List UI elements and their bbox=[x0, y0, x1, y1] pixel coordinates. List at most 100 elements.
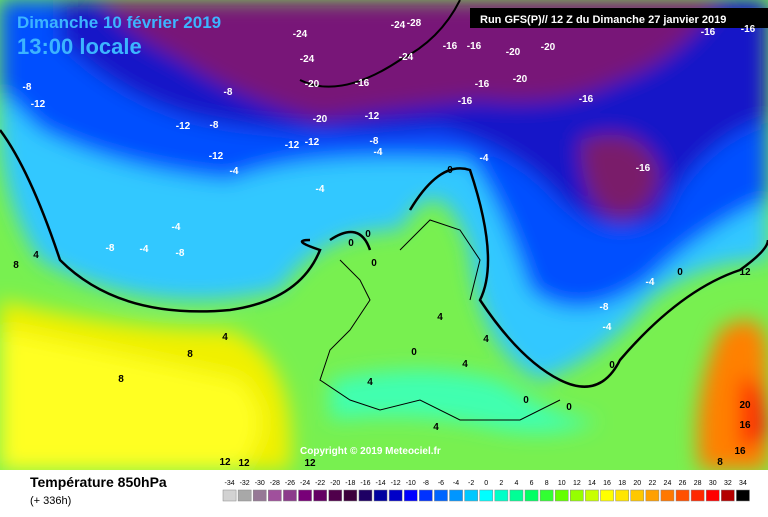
isotherm-label: -8 bbox=[600, 302, 609, 313]
isotherm-label: -12 bbox=[31, 99, 46, 110]
scale-swatch bbox=[313, 489, 327, 502]
isotherm-label: -24 bbox=[293, 29, 308, 40]
isotherm-label: -4 bbox=[603, 322, 612, 333]
isotherm-label: -8 bbox=[106, 243, 115, 254]
scale-label: 6 bbox=[530, 480, 534, 487]
scale-swatch bbox=[630, 489, 645, 502]
isotherm-label: 8 bbox=[187, 349, 193, 360]
scale-label: 26 bbox=[679, 480, 687, 487]
scale-label: 20 bbox=[633, 480, 641, 487]
isotherm-label: 0 bbox=[566, 402, 572, 413]
scale-label: 16 bbox=[603, 480, 611, 487]
scale-label: 2 bbox=[499, 480, 503, 487]
scale-label: -24 bbox=[300, 480, 310, 487]
map-background bbox=[0, 0, 768, 470]
scale-label: 30 bbox=[709, 480, 717, 487]
scale-swatch bbox=[554, 489, 569, 502]
isotherm-label: 0 bbox=[365, 229, 371, 240]
legend-title: Température 850hPa bbox=[30, 474, 167, 490]
color-scale: -34 -32 -30 -28 -26 -24 -22 -20 -18 -16 -14 -12 -10-… bbox=[222, 480, 750, 502]
scale-swatch bbox=[645, 489, 660, 502]
isotherm-label: -24 bbox=[300, 54, 315, 65]
scale-label: -14 bbox=[375, 480, 385, 487]
isotherm-label: -16 bbox=[741, 24, 756, 35]
isotherm-label: 12 bbox=[219, 457, 231, 468]
isotherm-label: -16 bbox=[467, 41, 482, 52]
scale-label: -20 bbox=[330, 480, 340, 487]
isotherm-label: 4 bbox=[33, 250, 39, 261]
scale-swatch bbox=[328, 489, 343, 502]
scale-swatch bbox=[736, 489, 750, 502]
isotherm-label: -4 bbox=[140, 244, 149, 255]
scale-label: -30 bbox=[255, 480, 265, 487]
isotherm-label: -16 bbox=[355, 78, 370, 89]
isotherm-label: -20 bbox=[305, 79, 320, 90]
isotherm-label: 0 bbox=[411, 347, 417, 358]
scale-label: 28 bbox=[694, 480, 702, 487]
isotherm-label: 16 bbox=[739, 420, 751, 431]
scale-swatch bbox=[419, 489, 433, 502]
isotherm-label: -4 bbox=[480, 153, 489, 164]
isotherm-label: -20 bbox=[506, 47, 521, 58]
scale-swatch bbox=[464, 489, 478, 502]
scale-swatch bbox=[449, 489, 463, 502]
scale-label: -8 bbox=[423, 480, 429, 487]
isotherm-label: 12 bbox=[238, 458, 250, 469]
scale-swatch bbox=[570, 489, 584, 502]
scale-swatch bbox=[403, 489, 418, 502]
isotherm-label: -24 bbox=[391, 20, 406, 31]
scale-label: -12 bbox=[391, 480, 401, 487]
scale-label: -4 bbox=[453, 480, 459, 487]
isotherm-label: -12 bbox=[285, 140, 300, 151]
isotherm-label: -20 bbox=[313, 114, 328, 125]
run-label: Run GFS(P)// 12 Z du Dimanche 27 janvier… bbox=[480, 14, 726, 26]
isotherm-labels: -24-24 -28-24 -24-16 -16-20 -20-16 -16-20 -16-… bbox=[13, 18, 755, 469]
scale-label: 12 bbox=[573, 480, 581, 487]
scale-label: -22 bbox=[315, 480, 325, 487]
scale-label: -34 bbox=[224, 480, 234, 487]
scale-swatch bbox=[298, 489, 312, 502]
isotherm-label: 0 bbox=[348, 238, 354, 249]
isotherm-label: -4 bbox=[316, 184, 325, 195]
scale-swatch bbox=[268, 489, 282, 502]
isotherm-label: 4 bbox=[433, 422, 439, 433]
isotherm-label: -4 bbox=[172, 222, 181, 233]
isotherm-label: 4 bbox=[367, 377, 373, 388]
isotherm-label: 0 bbox=[609, 360, 615, 371]
scale-label: 8 bbox=[545, 480, 549, 487]
isotherm-label: 8 bbox=[13, 260, 19, 271]
isotherm-label: -12 bbox=[305, 137, 320, 148]
scale-swatch bbox=[509, 489, 524, 502]
scale-label: 4 bbox=[514, 480, 518, 487]
isotherm-label: -28 bbox=[407, 18, 422, 29]
scale-swatch bbox=[600, 489, 614, 502]
isotherm-label: -12 bbox=[176, 121, 191, 132]
isotherm-label: 0 bbox=[447, 165, 453, 176]
isotherm-label: 16 bbox=[734, 446, 746, 457]
isotherm-label: 4 bbox=[483, 334, 489, 345]
isotherm-label: 8 bbox=[118, 374, 124, 385]
isotherm-label: -12 bbox=[209, 151, 224, 162]
isotherm-label: 12 bbox=[739, 267, 751, 278]
isotherm-label: 8 bbox=[717, 457, 723, 468]
isotherm-label: -8 bbox=[176, 248, 185, 259]
isotherm-label: -16 bbox=[579, 94, 594, 105]
scale-label: 0 bbox=[484, 480, 488, 487]
isotherm-label: -16 bbox=[443, 41, 458, 52]
scale-label: 24 bbox=[664, 480, 672, 487]
scale-swatch bbox=[283, 489, 297, 502]
run-box bbox=[470, 8, 768, 28]
scale-label: -2 bbox=[468, 480, 474, 487]
isotherm-label: -16 bbox=[475, 79, 490, 90]
scale-label: -26 bbox=[285, 480, 295, 487]
copyright: Copyright © 2019 Meteociel.fr bbox=[300, 446, 441, 457]
scale-swatch bbox=[252, 489, 267, 502]
isotherm-label: -12 bbox=[365, 111, 380, 122]
scale-label: -28 bbox=[270, 480, 280, 487]
isotherm-label: 0 bbox=[523, 395, 529, 406]
isotherm-label: -4 bbox=[230, 166, 239, 177]
scale-label: -18 bbox=[345, 480, 355, 487]
scale-swatch bbox=[615, 489, 629, 502]
isotherm-label: -16 bbox=[458, 96, 473, 107]
scale-swatch bbox=[705, 489, 720, 502]
